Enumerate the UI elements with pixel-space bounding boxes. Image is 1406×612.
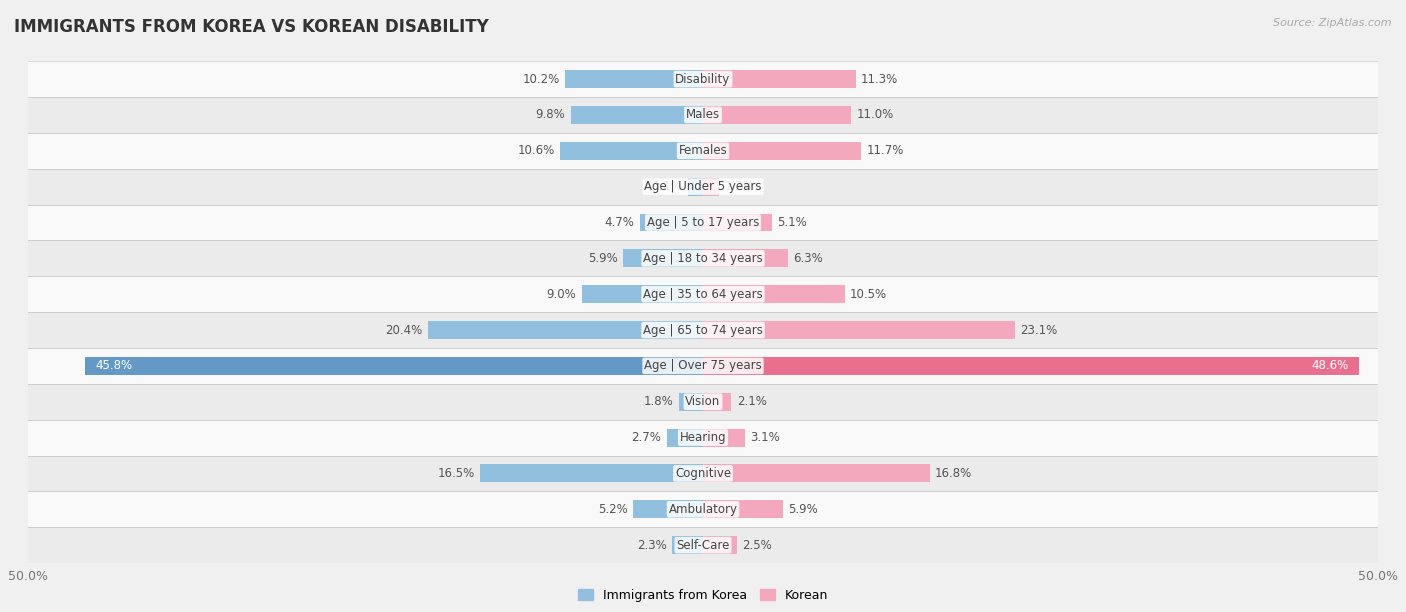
Text: 5.9%: 5.9% [787, 503, 818, 516]
Text: 1.2%: 1.2% [724, 180, 755, 193]
Bar [703, 321, 1015, 339]
Text: 10.2%: 10.2% [523, 73, 560, 86]
Text: 48.6%: 48.6% [1310, 359, 1348, 372]
Bar [703, 177, 720, 196]
Bar [703, 393, 731, 411]
Text: 11.3%: 11.3% [860, 73, 898, 86]
Text: Cognitive: Cognitive [675, 467, 731, 480]
Bar [679, 393, 703, 411]
Bar [28, 133, 1378, 169]
Bar [703, 214, 772, 231]
Bar [28, 491, 1378, 527]
Bar [640, 214, 703, 231]
Bar [571, 106, 703, 124]
Text: 4.7%: 4.7% [605, 216, 634, 229]
Bar [703, 501, 783, 518]
Text: 9.8%: 9.8% [536, 108, 565, 121]
Bar [703, 106, 852, 124]
Text: Hearing: Hearing [679, 431, 727, 444]
Bar [28, 312, 1378, 348]
Bar [582, 285, 703, 303]
Text: 10.6%: 10.6% [517, 144, 554, 157]
Bar [28, 527, 1378, 563]
Bar [28, 61, 1378, 97]
Bar [565, 70, 703, 88]
Text: Vision: Vision [685, 395, 721, 408]
Bar [703, 465, 929, 482]
Text: 9.0%: 9.0% [547, 288, 576, 300]
Text: 5.2%: 5.2% [598, 503, 627, 516]
Text: Self-Care: Self-Care [676, 539, 730, 551]
Bar [560, 142, 703, 160]
Text: 45.8%: 45.8% [96, 359, 132, 372]
Text: Age | 18 to 34 years: Age | 18 to 34 years [643, 252, 763, 265]
Bar [28, 276, 1378, 312]
Text: 11.7%: 11.7% [866, 144, 904, 157]
Text: Age | Under 5 years: Age | Under 5 years [644, 180, 762, 193]
Text: Age | 65 to 74 years: Age | 65 to 74 years [643, 324, 763, 337]
Text: 16.5%: 16.5% [437, 467, 475, 480]
Bar [28, 384, 1378, 420]
Bar [703, 357, 1360, 375]
Text: 5.9%: 5.9% [588, 252, 619, 265]
Text: Age | Over 75 years: Age | Over 75 years [644, 359, 762, 372]
Bar [28, 348, 1378, 384]
Bar [481, 465, 703, 482]
Bar [427, 321, 703, 339]
Bar [28, 241, 1378, 276]
Bar [633, 501, 703, 518]
Legend: Immigrants from Korea, Korean: Immigrants from Korea, Korean [574, 584, 832, 607]
Bar [703, 428, 745, 447]
Text: 23.1%: 23.1% [1021, 324, 1057, 337]
Text: 11.0%: 11.0% [856, 108, 894, 121]
Bar [84, 357, 703, 375]
Text: 6.3%: 6.3% [793, 252, 823, 265]
Text: Ambulatory: Ambulatory [668, 503, 738, 516]
Bar [703, 536, 737, 554]
Text: Males: Males [686, 108, 720, 121]
Text: 1.1%: 1.1% [652, 180, 683, 193]
Text: 20.4%: 20.4% [385, 324, 422, 337]
Text: 10.5%: 10.5% [851, 288, 887, 300]
Text: Source: ZipAtlas.com: Source: ZipAtlas.com [1274, 18, 1392, 28]
Bar [28, 97, 1378, 133]
Text: 16.8%: 16.8% [935, 467, 973, 480]
Text: 2.5%: 2.5% [742, 539, 772, 551]
Bar [703, 142, 860, 160]
Text: 2.3%: 2.3% [637, 539, 666, 551]
Bar [28, 204, 1378, 241]
Bar [28, 420, 1378, 455]
Text: 5.1%: 5.1% [778, 216, 807, 229]
Text: IMMIGRANTS FROM KOREA VS KOREAN DISABILITY: IMMIGRANTS FROM KOREA VS KOREAN DISABILI… [14, 18, 489, 36]
Bar [703, 285, 845, 303]
Text: 1.8%: 1.8% [644, 395, 673, 408]
Bar [688, 177, 703, 196]
Bar [623, 250, 703, 267]
Bar [672, 536, 703, 554]
Bar [28, 455, 1378, 491]
Bar [28, 169, 1378, 204]
Text: Females: Females [679, 144, 727, 157]
Text: Disability: Disability [675, 73, 731, 86]
Text: Age | 35 to 64 years: Age | 35 to 64 years [643, 288, 763, 300]
Text: 2.1%: 2.1% [737, 395, 766, 408]
Text: Age | 5 to 17 years: Age | 5 to 17 years [647, 216, 759, 229]
Bar [703, 250, 787, 267]
Text: 2.7%: 2.7% [631, 431, 661, 444]
Bar [666, 428, 703, 447]
Text: 3.1%: 3.1% [751, 431, 780, 444]
Bar [703, 70, 855, 88]
